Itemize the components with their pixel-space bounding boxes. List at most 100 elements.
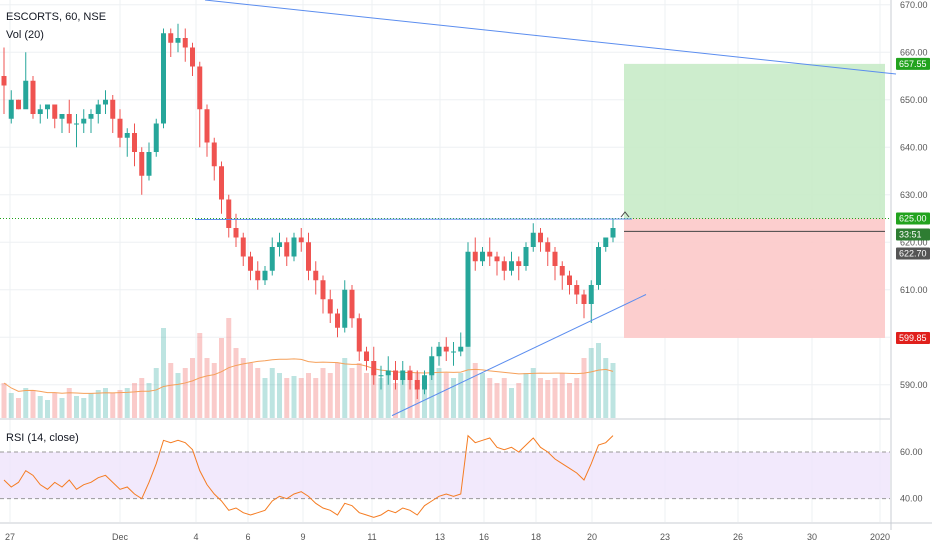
candle-body	[95, 104, 101, 114]
candle-body	[588, 285, 594, 304]
candle-body	[182, 38, 188, 48]
volume-bar	[516, 383, 522, 418]
candle-body	[356, 318, 362, 352]
candle-body	[124, 133, 130, 138]
volume-bar	[378, 378, 384, 418]
candle-body	[327, 299, 333, 314]
volume-bar	[132, 383, 137, 418]
rsi-legend[interactable]: RSI (14, close)	[6, 432, 79, 444]
volume-bar	[451, 378, 456, 418]
candlestick-series	[1, 23, 616, 399]
last-price-badge: 622.70	[899, 249, 927, 259]
candle-body	[110, 99, 116, 119]
volume-bar	[81, 398, 87, 418]
volume-bar	[400, 378, 406, 418]
volume-bar	[385, 373, 391, 418]
price-tick-label: 630.00	[900, 190, 928, 200]
volume-bar	[95, 390, 101, 418]
price-tick-label: 670.00	[900, 0, 928, 10]
volume-bar	[277, 373, 282, 418]
volume-bar	[545, 380, 551, 418]
candle-body	[596, 247, 601, 285]
volume-bar	[262, 378, 268, 418]
candle-body	[52, 104, 58, 119]
volume-bar	[422, 378, 427, 418]
candle-body	[1, 76, 7, 86]
volume-bar	[559, 373, 565, 418]
volume-bar	[523, 373, 529, 418]
volume-bar	[487, 378, 493, 418]
candle-body	[88, 114, 94, 119]
volume-bar	[175, 373, 181, 418]
volume-bar	[603, 358, 609, 418]
candle-body	[320, 280, 326, 300]
candle-body	[291, 237, 297, 257]
risk-reward-zones	[0, 63, 890, 338]
time-tick-label: 6	[245, 532, 250, 542]
volume-bar	[480, 373, 485, 418]
volume-bar	[465, 323, 471, 418]
descending-trendline	[204, 0, 897, 75]
candle-body	[364, 351, 369, 361]
symbol-legend[interactable]: ESCORTS, 60, NSE	[6, 11, 106, 23]
candle-body	[211, 142, 217, 167]
volume-bar	[501, 378, 507, 418]
candle-body	[233, 228, 239, 238]
time-tick-label: 23	[660, 532, 670, 542]
volume-bar	[596, 343, 601, 418]
candle-body	[277, 242, 282, 247]
volume-bar	[574, 378, 580, 418]
volume-bar	[88, 393, 94, 418]
volume-bar	[320, 368, 326, 418]
candle-body	[509, 261, 514, 271]
candle-body	[443, 346, 449, 352]
candle-body	[545, 242, 551, 252]
candle-body	[74, 123, 79, 125]
volume-bar	[364, 373, 369, 418]
candle-body	[81, 118, 87, 124]
candle-body	[248, 256, 253, 271]
price-tick-label: 620.00	[900, 237, 928, 247]
candle-body	[487, 251, 493, 257]
candle-body	[378, 375, 384, 377]
candle-body	[559, 266, 565, 276]
candle-body	[414, 380, 420, 390]
candle-body	[371, 361, 377, 376]
candle-body	[385, 370, 391, 376]
volume-legend[interactable]: Vol (20)	[6, 29, 44, 41]
volume-bar	[124, 388, 130, 418]
volume-bar	[538, 378, 543, 418]
volume-bar	[269, 368, 275, 418]
volume-bar	[190, 358, 195, 418]
volume-bar	[327, 373, 333, 418]
ascending-trendline	[391, 294, 647, 417]
stop-price-badge-bg	[896, 331, 930, 344]
entry-price-badge: 625.00	[899, 214, 927, 224]
volume-bar	[588, 348, 594, 418]
candle-body	[610, 228, 616, 238]
rsi-tick-label: 40.00	[900, 494, 923, 504]
candle-body	[574, 285, 580, 295]
time-tick-label: 16	[479, 532, 489, 542]
candle-body	[530, 232, 536, 247]
time-tick-label: 30	[807, 532, 817, 542]
target-zone	[624, 63, 885, 219]
volume-ma-line	[3, 358, 614, 394]
volume-bar	[233, 348, 239, 418]
time-tick-label: 4	[193, 532, 198, 542]
arrow-up-icon	[620, 211, 630, 218]
volume-bar	[139, 378, 145, 418]
candle-body	[146, 152, 152, 176]
volume-bar	[30, 390, 36, 418]
candle-body	[313, 270, 319, 281]
countdown-badge: 33:51	[899, 230, 922, 240]
candle-body	[16, 99, 21, 110]
volume-bar	[313, 378, 319, 418]
time-tick-label: 2020	[870, 532, 890, 542]
volume-bar	[284, 378, 290, 418]
candle-body	[306, 242, 311, 271]
candle-body	[269, 247, 275, 271]
candle-body	[581, 294, 587, 304]
rsi-pane	[0, 434, 890, 518]
